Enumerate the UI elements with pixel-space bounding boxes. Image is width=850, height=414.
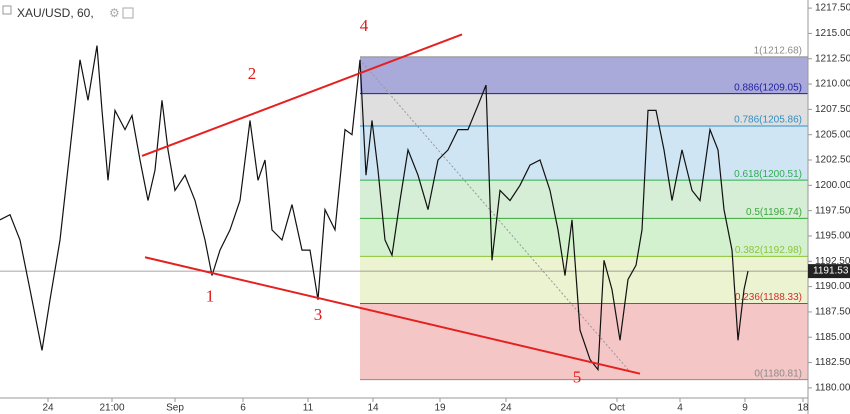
fib-label: 0.236(1188.33) (735, 292, 802, 303)
wave-label: 5 (573, 368, 582, 387)
fib-band (360, 218, 808, 257)
fib-label: 0.886(1209.05) (734, 82, 802, 93)
y-tick-label: 1185.00 (815, 332, 850, 343)
last-price-tag (808, 264, 850, 279)
wave-label: 3 (314, 305, 323, 324)
x-tick-label: 21:00 (99, 403, 124, 414)
y-tick-label: 1207.50 (815, 104, 850, 115)
chart-title: XAU/USD, 60, (17, 6, 94, 20)
price-line (0, 45, 749, 372)
plot-area: 1(1212.68) 0.886(1209.05) 0.786(1205.86) 0.… (0, 16, 808, 387)
toolbar[interactable]: ⚙ (109, 6, 134, 20)
fib-label: 0.5(1196.74) (746, 207, 802, 218)
x-tick-label: 14 (367, 403, 379, 414)
wave-label: 4 (360, 16, 369, 35)
y-tick-label: 1182.50 (815, 357, 850, 368)
y-tick-label: 1192.50 (815, 256, 850, 267)
fib-band (360, 56, 808, 94)
fib-label: 0(1180.81) (754, 368, 802, 379)
logo-icon (2, 5, 12, 15)
fib-trend (359, 59, 631, 372)
y-tick-label: 1200.00 (815, 180, 850, 191)
x-tick-label: 19 (434, 403, 446, 414)
logo (2, 5, 12, 15)
hide-button[interactable] (122, 7, 134, 19)
x-tick-label: 4 (677, 403, 683, 414)
y-tick-label: 1195.00 (815, 231, 850, 242)
y-tick-label: 1202.50 (815, 155, 850, 166)
y-tick-label: 1190.00 (815, 281, 850, 292)
fib-label: 0.382(1192.98) (735, 245, 802, 256)
x-tick-label: 24 (42, 403, 54, 414)
trendline (144, 256, 641, 375)
y-tick-label: 1212.50 (815, 53, 850, 64)
settings-icon[interactable]: ⚙ (109, 6, 120, 20)
fib-band (360, 180, 808, 219)
fib-label: 0.618(1200.51) (734, 169, 802, 180)
last-price-label: 1191.53 (813, 266, 849, 277)
y-tick-label: 1197.50 (815, 205, 850, 216)
x-tick-label: Oct (609, 403, 625, 414)
y-tick-label: 1215.00 (815, 28, 850, 39)
fib-label: 0.786(1205.86) (734, 115, 802, 126)
x-tick-label: 11 (303, 403, 314, 414)
wave-label: 2 (248, 64, 257, 83)
x-tick-label: 6 (240, 403, 246, 414)
fib-band (360, 93, 808, 126)
x-tick-label: 9 (742, 403, 748, 414)
y-tick-label: 1217.50 (815, 3, 850, 14)
fib-label: 1(1212.68) (754, 46, 802, 57)
x-tick-label: 18 (797, 403, 809, 414)
x-tick-label: Sep (166, 403, 184, 414)
wave-label: 1 (206, 287, 215, 306)
y-tick-label: 1187.50 (815, 307, 850, 318)
y-tick-label: 1180.00 (815, 383, 850, 394)
fib-band (360, 125, 808, 181)
y-tick-label: 1205.00 (815, 129, 850, 140)
y-tick-label: 1210.00 (815, 79, 850, 90)
trendline (141, 33, 463, 157)
x-tick-label: 24 (500, 403, 512, 414)
